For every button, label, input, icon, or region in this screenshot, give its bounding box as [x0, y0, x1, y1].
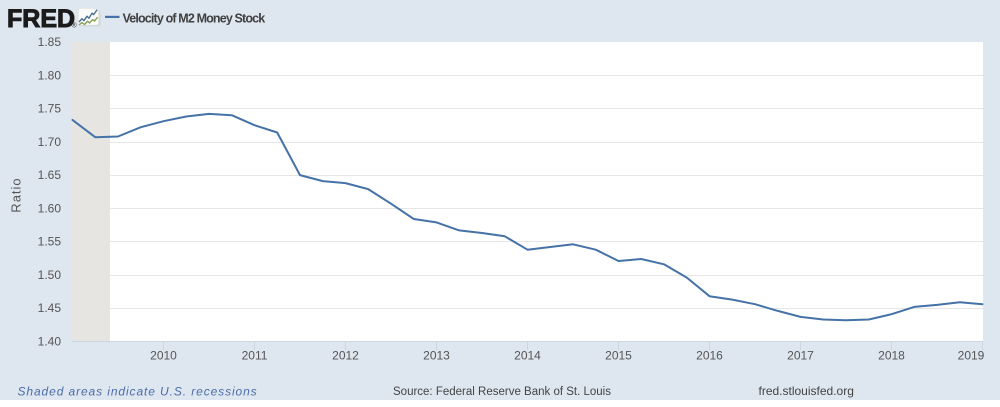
svg-text:2010: 2010 [150, 349, 177, 363]
svg-text:1.65: 1.65 [38, 168, 62, 182]
svg-text:1.55: 1.55 [38, 235, 62, 249]
svg-text:FRED: FRED [7, 5, 75, 33]
svg-text:1.85: 1.85 [38, 35, 62, 49]
svg-text:1.70: 1.70 [38, 135, 62, 149]
svg-text:Velocity of M2 Money Stock: Velocity of M2 Money Stock [123, 11, 266, 25]
svg-text:2013: 2013 [423, 349, 450, 363]
svg-text:2019: 2019 [958, 349, 985, 363]
svg-text:fred.stlouisfed.org: fred.stlouisfed.org [759, 384, 854, 398]
svg-text:1.75: 1.75 [38, 102, 62, 116]
svg-text:®: ® [72, 22, 78, 30]
svg-text:1.80: 1.80 [38, 69, 62, 83]
svg-text:1.45: 1.45 [38, 301, 62, 315]
svg-text:2014: 2014 [514, 349, 541, 363]
svg-text:Ratio: Ratio [9, 177, 24, 212]
svg-text:2017: 2017 [787, 349, 814, 363]
svg-text:2011: 2011 [242, 349, 268, 363]
svg-text:1.50: 1.50 [38, 268, 62, 282]
svg-text:2012: 2012 [332, 349, 359, 363]
svg-text:2018: 2018 [878, 349, 905, 363]
svg-text:Shaded areas indicate U.S. rec: Shaded areas indicate U.S. recessions [18, 385, 258, 399]
svg-text:Source: Federal Reserve Bank o: Source: Federal Reserve Bank of St. Loui… [393, 386, 611, 398]
svg-text:1.60: 1.60 [38, 202, 62, 216]
svg-text:1.40: 1.40 [38, 335, 62, 349]
svg-text:2015: 2015 [605, 349, 632, 363]
svg-text:2016: 2016 [696, 349, 723, 363]
